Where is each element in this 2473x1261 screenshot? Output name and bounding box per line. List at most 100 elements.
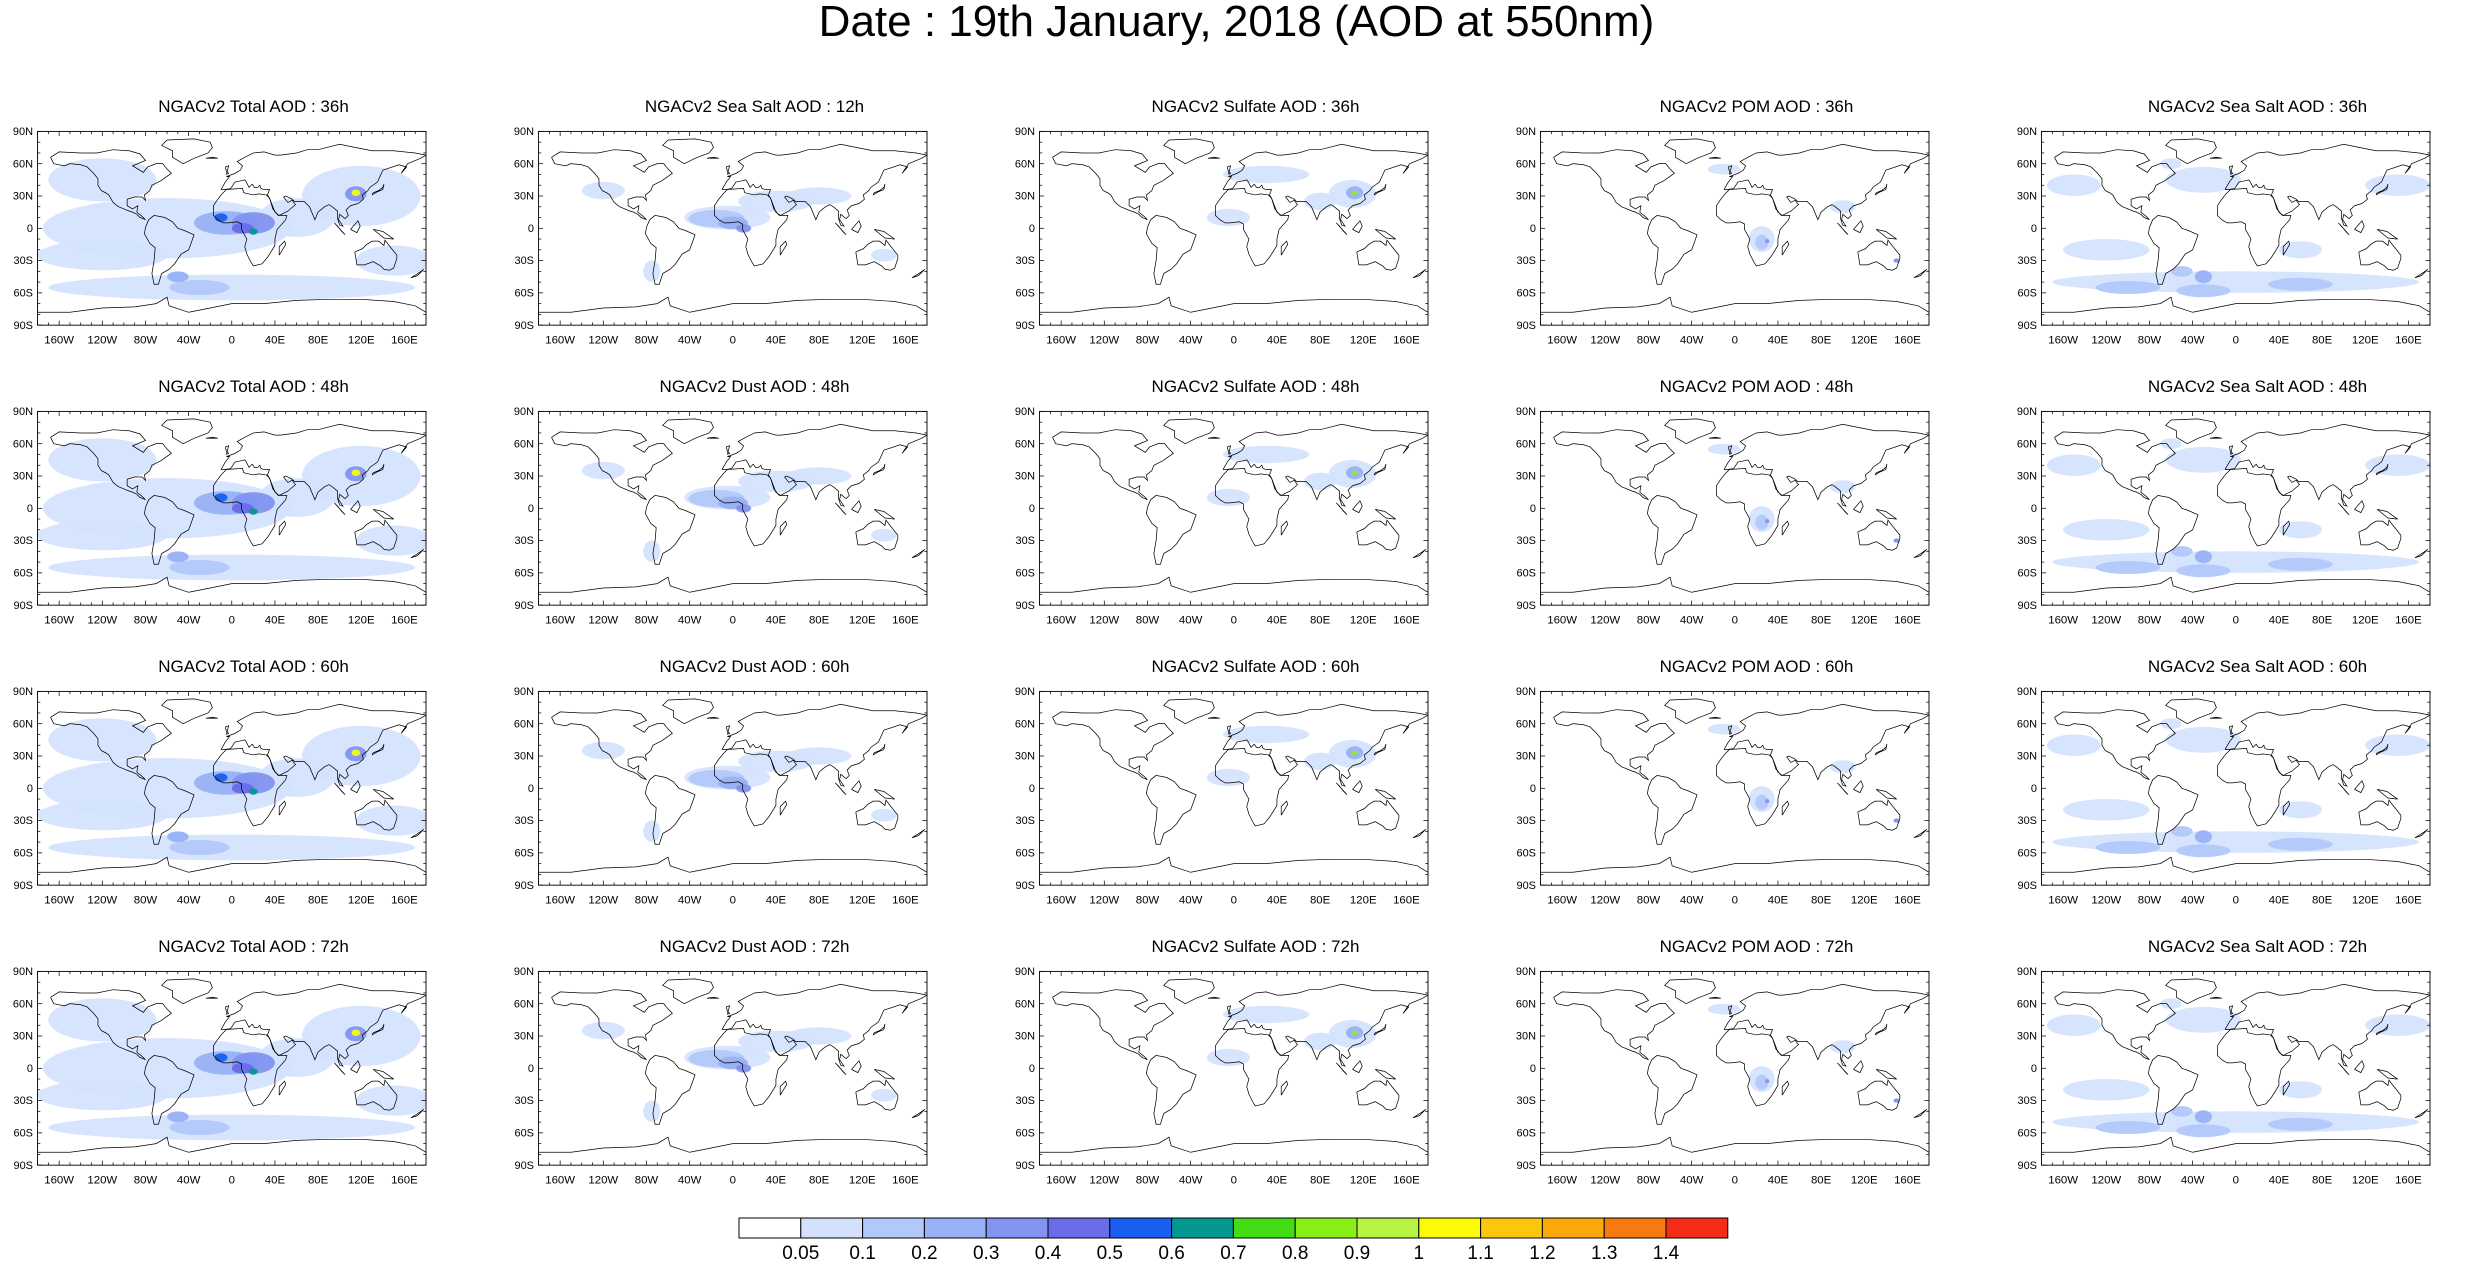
coastline: [2041, 576, 2430, 593]
coastline: [2209, 716, 2222, 719]
aod-blob: [258, 198, 335, 237]
lon-tick-label: 80E: [809, 614, 830, 626]
aod-blob: [2095, 1121, 2161, 1134]
coastline: [2148, 495, 2199, 565]
coastline: [1716, 468, 1791, 547]
lon-tick-label: 160W: [545, 614, 575, 626]
aod-blob: [48, 438, 157, 482]
aod-blob: [167, 1111, 189, 1123]
lon-tick-label: 80W: [1136, 614, 1160, 626]
coastline: [2165, 698, 2217, 724]
coastline: [1039, 296, 1428, 313]
lon-tick-label: 120E: [849, 894, 876, 906]
aod-blob: [643, 260, 661, 283]
aod-blob: [169, 839, 230, 856]
aod-blob: [231, 222, 254, 234]
coastline: [2414, 828, 2429, 839]
coastline: [1039, 1136, 1428, 1153]
coastline: [220, 703, 426, 787]
lon-tick-label: 0: [2233, 894, 2239, 906]
lat-tick-label: 30S: [2017, 535, 2037, 547]
colorbar-swatch: [1665, 1217, 1729, 1239]
lon-tick-label: 160W: [44, 334, 74, 346]
aod-blob: [2268, 837, 2333, 851]
aod-blob: [581, 462, 625, 480]
coastline: [645, 495, 696, 565]
lon-tick-label: 40W: [177, 614, 201, 626]
lon-tick-label: 160W: [1547, 334, 1577, 346]
coastline: [1853, 220, 1864, 234]
lon-tick-label: 160E: [391, 894, 418, 906]
coastline: [1664, 978, 1716, 1004]
lon-tick-label: 120E: [348, 894, 375, 906]
coastline: [1039, 576, 1428, 593]
colorbar-label: 0.6: [1158, 1243, 1184, 1261]
coastline: [220, 423, 426, 507]
coastline: [1664, 138, 1716, 164]
aod-blob: [249, 788, 258, 795]
aod-blob: [2278, 241, 2323, 259]
coastline: [1215, 468, 1290, 547]
coastline: [1412, 1108, 1427, 1119]
coastline: [2054, 709, 2176, 781]
coastline: [334, 782, 346, 796]
coastline: [851, 220, 862, 234]
colorbar-swatch: [738, 1217, 802, 1239]
map-panel-title: NGACv2 Sulfate AOD : 36h: [1151, 97, 1360, 116]
coastline: [2224, 143, 2430, 227]
aod-blob: [2268, 277, 2333, 291]
coastline: [2224, 983, 2430, 1067]
coastline: [1412, 828, 1427, 839]
coastline: [835, 502, 847, 516]
lon-tick-label: 160W: [2048, 334, 2078, 346]
aod-blob: [870, 528, 897, 542]
coastline: [2358, 519, 2402, 551]
coastline: [2148, 775, 2199, 845]
coastline: [50, 429, 172, 501]
lon-tick-label: 120E: [1851, 614, 1878, 626]
map-panel-title: NGACv2 Sulfate AOD : 48h: [1151, 377, 1360, 396]
lon-tick-label: 120W: [2091, 614, 2121, 626]
map-ticks: [2041, 411, 2431, 606]
coastline: [2228, 165, 2234, 175]
lat-tick-label: 30S: [1516, 815, 1536, 827]
coastline: [1163, 138, 1215, 164]
aod-blob: [1764, 1079, 1770, 1084]
lon-tick-label: 40E: [265, 334, 286, 346]
colorbar-swatch: [1603, 1217, 1667, 1239]
lon-tick-label: 160E: [1894, 334, 1921, 346]
aod-blob: [169, 559, 230, 576]
aod-field: [1540, 138, 1929, 313]
lon-tick-label: 120W: [1590, 1174, 1620, 1186]
colorbar-swatch: [1047, 1217, 1111, 1239]
lat-tick-label: 60S: [514, 848, 534, 860]
lon-tick-label: 80W: [1637, 614, 1661, 626]
lon-tick-label: 80W: [635, 1174, 659, 1186]
lon-tick-label: 80E: [308, 614, 329, 626]
lon-tick-label: 80E: [809, 334, 830, 346]
lon-tick-label: 80E: [2312, 894, 2333, 906]
lat-tick-label: 60S: [1516, 288, 1536, 300]
coastline: [1716, 1028, 1791, 1107]
coastline: [1708, 436, 1721, 439]
coastline: [410, 828, 425, 839]
colorbar-swatch: [1109, 1217, 1173, 1239]
lat-tick-label: 0: [27, 503, 33, 515]
lat-tick-label: 60S: [1015, 288, 1035, 300]
lat-tick-label: 60S: [1516, 1128, 1536, 1140]
colorbar-swatch: [1418, 1217, 1482, 1239]
coastline: [2376, 789, 2398, 800]
coastline: [1373, 1024, 1387, 1036]
coastline: [205, 156, 218, 159]
aod-blob: [355, 805, 426, 836]
lon-tick-label: 120W: [87, 614, 117, 626]
coastline: [1352, 1060, 1363, 1074]
lon-tick-label: 40W: [678, 614, 702, 626]
lat-tick-label: 30N: [13, 471, 33, 483]
lon-tick-label: 80W: [134, 1174, 158, 1186]
coastline: [1336, 502, 1348, 516]
map-panel-title: NGACv2 POM AOD : 60h: [1659, 657, 1854, 676]
coastline: [2282, 800, 2291, 816]
aod-map: 90N 60N 30N 0 30S 60S 90S 160W 120W 80W 40W 0 40E 80E…: [2017, 966, 2431, 1186]
colorbar-label: 1: [1414, 1243, 1425, 1261]
